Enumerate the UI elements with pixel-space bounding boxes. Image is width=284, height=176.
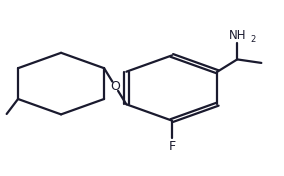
Text: F: F	[168, 140, 176, 153]
Text: 2: 2	[251, 35, 256, 44]
Text: NH: NH	[228, 29, 246, 42]
Text: O: O	[110, 80, 120, 93]
